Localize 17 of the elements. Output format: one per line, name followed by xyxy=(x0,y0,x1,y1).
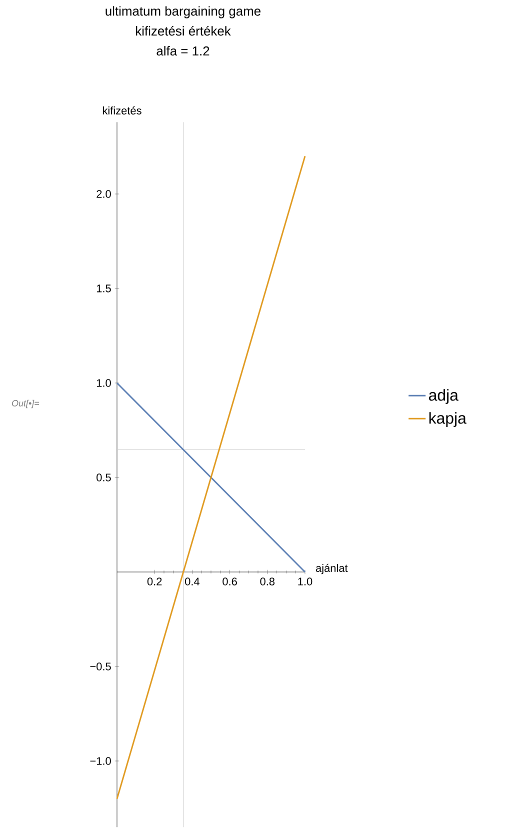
legend-label: kapja xyxy=(429,412,466,427)
y-tick-label: 1.5 xyxy=(96,284,111,292)
x-tick-label: 1.0 xyxy=(298,578,312,586)
chart-title: ultimatum bargaining game kifizetési értékek alfa = 1.2 xyxy=(106,6,260,56)
y-tick-label: −1.0 xyxy=(90,757,111,765)
x-tick-label: 0.8 xyxy=(260,578,275,586)
y-tick-label: 1.0 xyxy=(96,379,111,387)
text: Out[•]= xyxy=(12,400,40,408)
y-tick-label: −0.5 xyxy=(90,662,111,670)
x-tick-label: 0.4 xyxy=(185,578,200,586)
y-axis-title: kifizetés xyxy=(102,106,142,114)
legend-label: adja xyxy=(428,389,458,404)
y-tick-label: 0.5 xyxy=(96,474,111,482)
x-tick-label: 0.2 xyxy=(147,578,162,586)
x-axis-title: ajánlat xyxy=(316,564,348,574)
y-tick-label: 2.0 xyxy=(96,190,111,198)
x-tick-label: 0.6 xyxy=(222,578,237,586)
